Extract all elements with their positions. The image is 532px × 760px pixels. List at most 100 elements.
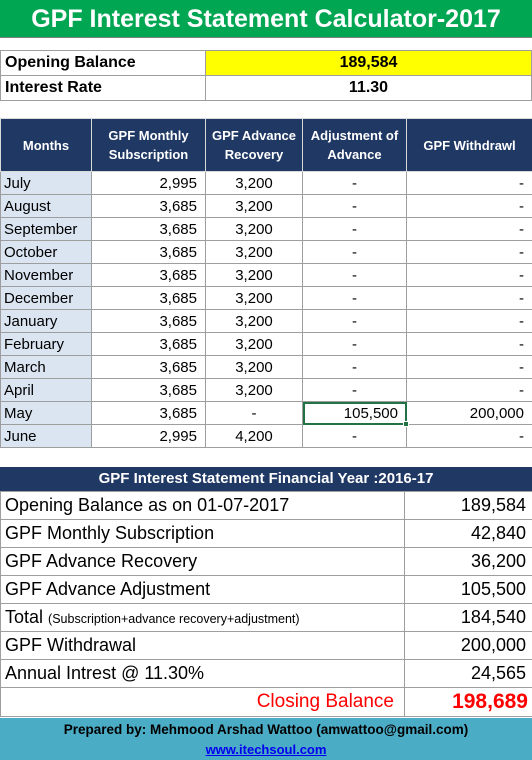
month-cell: November [0, 263, 92, 287]
monthly-table: Months GPF Monthly Subscription GPF Adva… [0, 118, 532, 448]
subscription-cell[interactable]: 3,685 [91, 194, 206, 218]
subscription-cell[interactable]: 3,685 [91, 217, 206, 241]
withdrawal-cell[interactable]: - [406, 171, 532, 195]
statement-value: 24,565 [404, 659, 532, 688]
recovery-cell[interactable]: 4,200 [205, 424, 303, 448]
total-note: (Subscription+advance recovery+adjustmen… [48, 612, 300, 626]
month-cell: February [0, 332, 92, 356]
month-cell: August [0, 194, 92, 218]
adjustment-cell[interactable]: - [302, 263, 407, 287]
subscription-cell[interactable]: 2,995 [91, 424, 206, 448]
statement-value: 36,200 [404, 547, 532, 576]
opening-balance-row: Opening Balance 189,584 [0, 50, 532, 76]
subscription-cell[interactable]: 3,685 [91, 286, 206, 310]
month-cell: July [0, 171, 92, 195]
table-row: January 3,685 3,200 - - [0, 309, 532, 333]
month-cell: June [0, 424, 92, 448]
recovery-cell[interactable]: 3,200 [205, 217, 303, 241]
statement-label: Opening Balance as on 01-07-2017 [0, 491, 405, 520]
table-row: April 3,685 3,200 - - [0, 378, 532, 402]
adjustment-cell[interactable]: - [302, 309, 407, 333]
table-row: July 2,995 3,200 - - [0, 171, 532, 195]
table-row: March 3,685 3,200 - - [0, 355, 532, 379]
statement-value: 184,540 [404, 603, 532, 632]
adjustment-cell[interactable]: - [302, 355, 407, 379]
subscription-cell[interactable]: 3,685 [91, 332, 206, 356]
prepared-by: Prepared by: Mehmood Arshad Wattoo (amwa… [63, 722, 469, 737]
subscription-cell[interactable]: 3,685 [91, 355, 206, 379]
statement-label: GPF Withdrawal [0, 631, 405, 660]
adjustment-cell[interactable]: - [302, 217, 407, 241]
withdrawal-cell[interactable]: 200,000 [406, 401, 532, 425]
subscription-cell[interactable]: 3,685 [91, 240, 206, 264]
info-table: Opening Balance 189,584 Interest Rate 11… [0, 50, 532, 101]
month-cell: September [0, 217, 92, 241]
recovery-cell[interactable]: 3,200 [205, 355, 303, 379]
recovery-cell[interactable]: 3,200 [205, 171, 303, 195]
withdrawal-cell[interactable]: - [406, 194, 532, 218]
withdrawal-cell[interactable]: - [406, 355, 532, 379]
closing-row: Closing Balance 198,689 [0, 687, 532, 717]
adjustment-cell[interactable]: - [302, 332, 407, 356]
statement-row: Total (Subscription+advance recovery+adj… [0, 603, 532, 632]
recovery-cell[interactable]: 3,200 [205, 194, 303, 218]
subscription-cell[interactable]: 3,685 [91, 263, 206, 287]
month-cell: April [0, 378, 92, 402]
withdrawal-cell[interactable]: - [406, 332, 532, 356]
subscription-cell[interactable]: 3,685 [91, 401, 206, 425]
month-cell: March [0, 355, 92, 379]
website-link[interactable]: www.itechsoul.com [205, 742, 327, 757]
col-header-withdrawal: GPF Withdrawl [406, 118, 532, 172]
col-header-adjustment: Adjustment of Advance [302, 118, 407, 172]
withdrawal-cell[interactable]: - [406, 263, 532, 287]
statement-row: GPF Monthly Subscription 42,840 [0, 519, 532, 548]
col-header-months: Months [0, 118, 92, 172]
table-row: February 3,685 3,200 - - [0, 332, 532, 356]
adjustment-cell[interactable]: - [302, 240, 407, 264]
statement-table: Opening Balance as on 01-07-2017 189,584… [0, 491, 532, 717]
withdrawal-cell[interactable]: - [406, 286, 532, 310]
page-title: GPF Interest Statement Calculator-2017 [0, 0, 532, 38]
recovery-cell[interactable]: - [205, 401, 303, 425]
interest-rate-input[interactable]: 11.30 [205, 75, 532, 101]
subscription-cell[interactable]: 3,685 [91, 378, 206, 402]
statement-value: 189,584 [404, 491, 532, 520]
recovery-cell[interactable]: 3,200 [205, 309, 303, 333]
statement-value: 42,840 [404, 519, 532, 548]
statement-heading: GPF Interest Statement Financial Year :2… [0, 467, 532, 491]
table-row: November 3,685 3,200 - - [0, 263, 532, 287]
withdrawal-cell[interactable]: - [406, 424, 532, 448]
adjustment-cell-value: 105,500 [343, 404, 398, 422]
adjustment-cell-selected[interactable]: 105,500 [302, 401, 409, 427]
statement-label: GPF Advance Adjustment [0, 575, 405, 604]
recovery-cell[interactable]: 3,200 [205, 378, 303, 402]
statement-row: GPF Advance Adjustment 105,500 [0, 575, 532, 604]
subscription-cell[interactable]: 3,685 [91, 309, 206, 333]
col-header-recovery: GPF Advance Recovery [205, 118, 303, 172]
withdrawal-cell[interactable]: - [406, 309, 532, 333]
month-cell: October [0, 240, 92, 264]
adjustment-cell[interactable]: - [302, 194, 407, 218]
col-header-subscription: GPF Monthly Subscription [91, 118, 206, 172]
month-cell: December [0, 286, 92, 310]
table-row: December 3,685 3,200 - - [0, 286, 532, 310]
fill-handle[interactable] [403, 421, 409, 427]
withdrawal-cell[interactable]: - [406, 240, 532, 264]
adjustment-cell[interactable]: - [302, 171, 407, 195]
statement-label: Annual Intrest @ 11.30% [0, 659, 405, 688]
recovery-cell[interactable]: 3,200 [205, 263, 303, 287]
opening-balance-input[interactable]: 189,584 [205, 50, 532, 76]
withdrawal-cell[interactable]: - [406, 217, 532, 241]
adjustment-cell[interactable]: - [302, 286, 407, 310]
withdrawal-cell[interactable]: - [406, 378, 532, 402]
adjustment-cell[interactable]: - [302, 378, 407, 402]
adjustment-cell[interactable]: - [302, 424, 407, 448]
recovery-cell[interactable]: 3,200 [205, 286, 303, 310]
subscription-cell[interactable]: 2,995 [91, 171, 206, 195]
statement-label: GPF Monthly Subscription [0, 519, 405, 548]
recovery-cell[interactable]: 3,200 [205, 240, 303, 264]
recovery-cell[interactable]: 3,200 [205, 332, 303, 356]
closing-balance-value: 198,689 [404, 687, 532, 717]
month-cell: May [0, 401, 92, 425]
